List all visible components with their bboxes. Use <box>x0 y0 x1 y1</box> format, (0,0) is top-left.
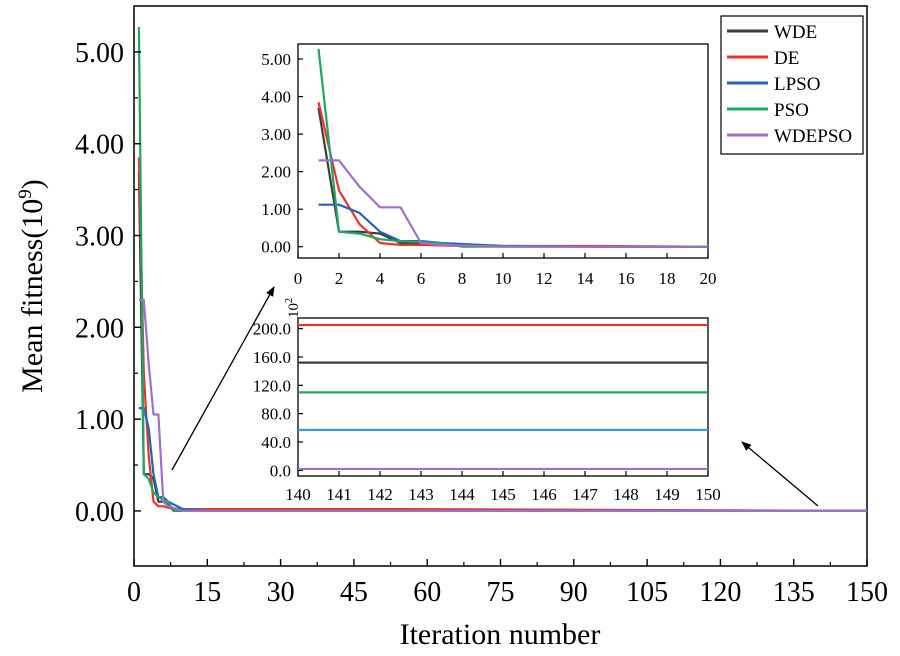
legend-box <box>720 15 864 155</box>
inset-bottom-group: 140 141 142 143 144 145 146 147 148 149 150 0.0 40.0… <box>253 320 721 504</box>
inset-bottom-y-tick-label: 80.0 <box>261 405 291 424</box>
x-tick-label: 30 <box>267 577 295 608</box>
inset-top-series-line-wdepso <box>318 159 708 248</box>
legend-label-wdepso: WDEPSO <box>774 126 852 147</box>
inset-bottom-x-tick-label: 141 <box>326 485 352 504</box>
inset-bottom-x-tick-label: 146 <box>531 485 557 504</box>
inset-bottom-x-tick-label: 145 <box>490 485 516 504</box>
inset-bottom-exponent-sup: 2 <box>284 298 295 303</box>
inset-bottom-x-tick-label: 143 <box>408 485 434 504</box>
x-tick-label: 0 <box>127 577 141 608</box>
inset-top-x-tick-label: 0 <box>294 269 303 288</box>
arrow-to-bottom-inset <box>741 441 819 507</box>
x-tick-label: 105 <box>626 577 668 608</box>
y-axis-label-base: Mean fitness(10 <box>16 199 49 393</box>
inset-bottom-y-tick-label: 40.0 <box>261 433 291 452</box>
legend: WDE DE LPSO PSO WDEPSO <box>727 22 852 147</box>
inset-bottom-x-tick-label: 144 <box>449 485 475 504</box>
inset-bottom-exponent-base: 10 <box>286 303 302 318</box>
inset-bottom-x-tick-label: 149 <box>654 485 680 504</box>
inset-top-y-tick-label: 4.00 <box>261 88 291 107</box>
y-tick-label: 5.00 <box>75 38 124 69</box>
inset-top-x-tick-label: 12 <box>536 269 553 288</box>
legend-label-lpso: LPSO <box>774 74 820 95</box>
legend-label-pso: PSO <box>774 100 809 121</box>
main-series-group <box>137 27 868 512</box>
inset-top-y-tick-label: 1.00 <box>261 200 291 219</box>
y-tick-label: 2.00 <box>75 313 124 344</box>
x-tick-label: 75 <box>487 577 515 608</box>
inset-bottom-x-tick-label: 140 <box>285 485 311 504</box>
inset-bottom-x-tick-label: 150 <box>695 485 721 504</box>
main-axes-group: 0 15 30 45 60 75 90 105 120 135 1500.001.002.003.0… <box>75 38 888 608</box>
x-tick-label: 45 <box>340 577 368 608</box>
y-tick-label: 1.00 <box>75 405 124 436</box>
arrow-to-top-inset <box>171 286 275 471</box>
inset-top-x-tick-label: 16 <box>618 269 635 288</box>
inset-bottom-y-tick-label: 0.0 <box>270 461 291 480</box>
x-tick-label: 135 <box>773 577 815 608</box>
inset-top-x-tick-label: 10 <box>495 269 512 288</box>
inset-bottom-y-tick-label: 160.0 <box>253 348 291 367</box>
y-axis-label-exponent: 9 <box>15 189 36 199</box>
series-line-wdepso <box>138 298 867 512</box>
inset-bottom-exponent: 102 <box>284 298 302 318</box>
y-tick-label: 4.00 <box>75 130 124 161</box>
legend-label-de: DE <box>774 48 799 69</box>
inset-top-x-tick-label: 2 <box>335 269 344 288</box>
inset-top-x-tick-label: 6 <box>417 269 426 288</box>
inset-top-y-tick-label: 3.00 <box>261 125 291 144</box>
inset-top-x-tick-label: 20 <box>700 269 717 288</box>
y-tick-label: 3.00 <box>75 222 124 253</box>
y-axis-label-close: ) <box>16 179 49 189</box>
x-tick-label: 150 <box>846 577 888 608</box>
inset-top-x-tick-label: 14 <box>577 269 595 288</box>
inset-top-y-tick-label: 5.00 <box>261 50 291 69</box>
x-tick-label: 60 <box>413 577 441 608</box>
inset-bottom-y-tick-label: 200.0 <box>253 320 291 339</box>
inset-top-y-tick-label: 0.00 <box>261 238 291 257</box>
inset-top-x-tick-label: 8 <box>458 269 467 288</box>
inset-bottom-frame <box>297 317 709 477</box>
inset-top-group: 0 2 4 6 8 10 12 14 16 18 20 0.00 1.00 2.00 3.00 4.00 5.0… <box>261 48 717 288</box>
y-axis-label: Mean fitness(109) <box>15 179 49 393</box>
inset-bottom-x-tick-label: 142 <box>367 485 393 504</box>
x-tick-label: 15 <box>193 577 221 608</box>
inset-top-x-tick-label: 4 <box>376 269 385 288</box>
inset-top-frame <box>297 43 709 259</box>
x-tick-label: 120 <box>699 577 741 608</box>
inset-bottom-x-tick-label: 148 <box>613 485 639 504</box>
x-axis-label: Iteration number <box>400 618 601 651</box>
inset-bottom-y-tick-label: 120.0 <box>253 376 291 395</box>
inset-bottom-x-tick-label: 147 <box>572 485 598 504</box>
x-tick-label: 90 <box>560 577 588 608</box>
inset-top-x-tick-label: 18 <box>659 269 676 288</box>
legend-label-wde: WDE <box>774 22 817 43</box>
inset-top-y-tick-label: 2.00 <box>261 163 291 182</box>
y-tick-label: 0.00 <box>75 497 124 528</box>
series-line-de <box>137 157 868 512</box>
